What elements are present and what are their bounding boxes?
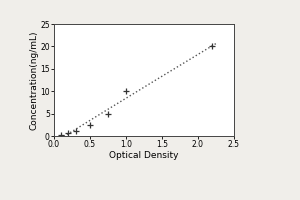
Y-axis label: Concentration(ng/mL): Concentration(ng/mL) bbox=[30, 30, 39, 130]
X-axis label: Optical Density: Optical Density bbox=[109, 151, 179, 160]
